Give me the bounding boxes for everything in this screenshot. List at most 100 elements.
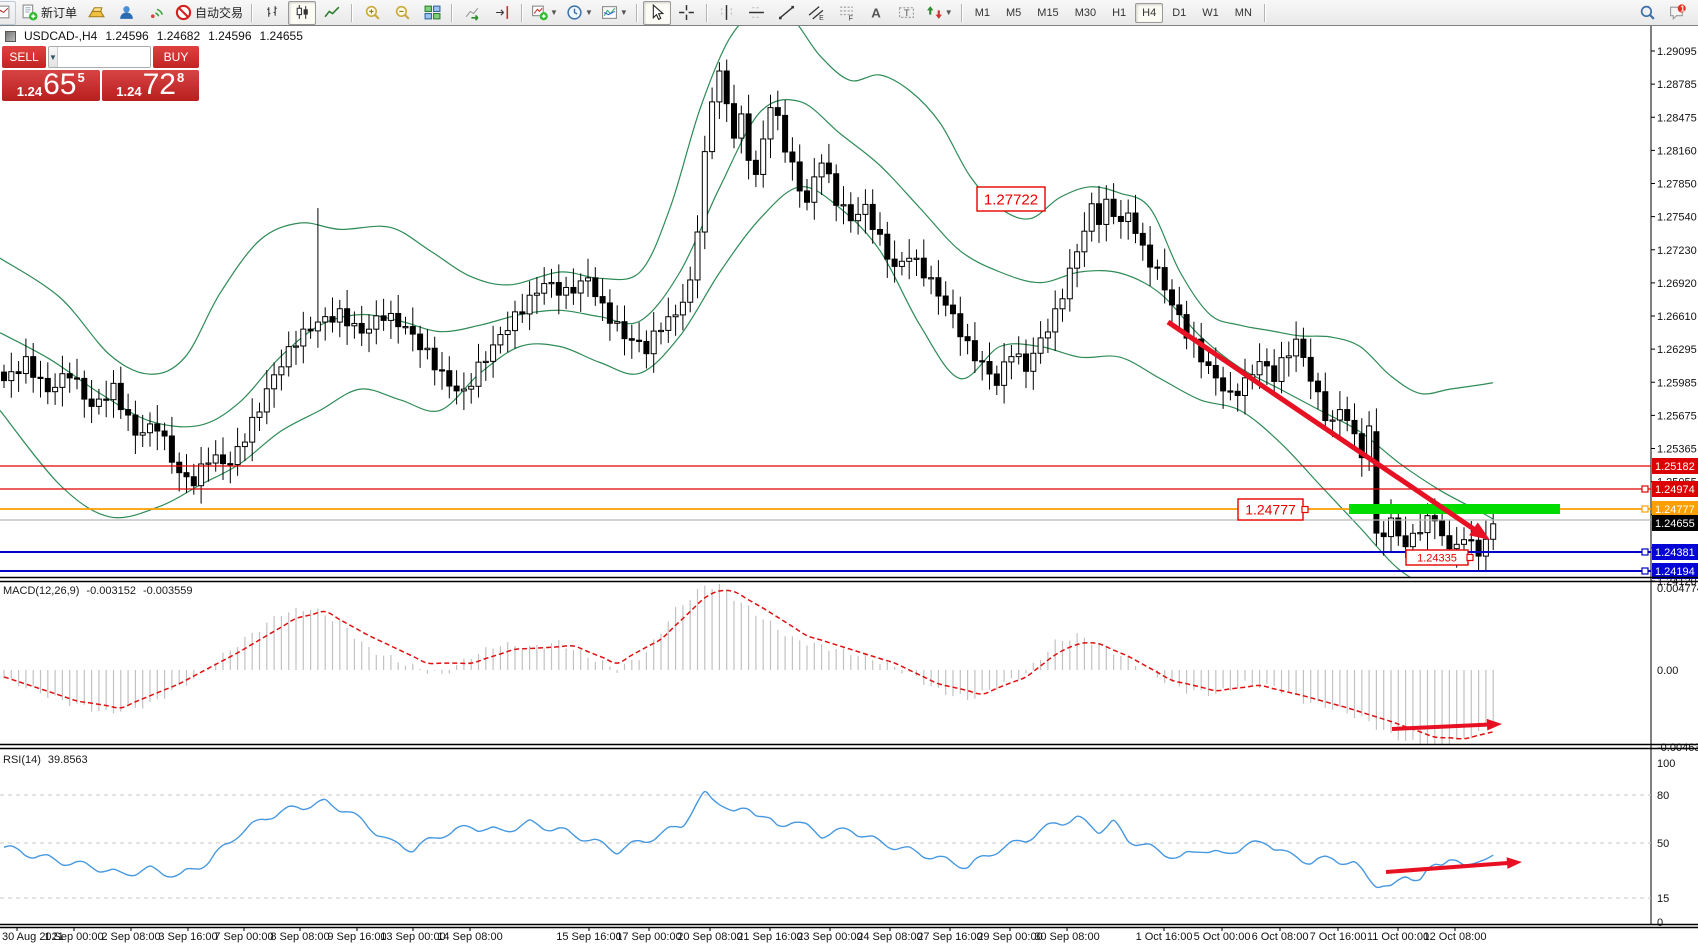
search-button[interactable]	[1633, 1, 1661, 25]
candle-body	[154, 423, 161, 432]
line-chart-button[interactable]	[318, 1, 346, 25]
candle-body	[1278, 357, 1285, 382]
svg-text:A: A	[871, 5, 881, 20]
price-tick-label: 1.28475	[1657, 112, 1697, 124]
macd-histogram	[3, 583, 1494, 744]
timeframe-w1-button[interactable]: W1	[1202, 6, 1219, 19]
tile-windows-button[interactable]	[418, 1, 446, 25]
candle-body	[336, 308, 343, 323]
candle-chart-button[interactable]	[288, 0, 317, 25]
indicators-button[interactable]: ▼	[528, 1, 561, 25]
chart-canvas[interactable]: 1.29095 1.28785 1.28475 1.28160 1.27850 1.275…	[0, 26, 1698, 946]
candle-body	[811, 176, 818, 203]
timeframe-d1-button[interactable]: D1	[1172, 6, 1187, 19]
time-axis-label: 7 Sep 00:00	[214, 931, 273, 943]
gold-ingot-button[interactable]	[82, 1, 110, 25]
support-upper-handle[interactable]	[1641, 548, 1649, 556]
candle-body	[168, 435, 175, 463]
chart-area[interactable]: 1.29095 1.28785 1.28475 1.28160 1.27850 1.275…	[0, 26, 1698, 946]
macd-direction-arrow[interactable]	[1391, 722, 1494, 731]
time-axis-label: 1 Sep 00:00	[44, 931, 103, 943]
buy-price[interactable]: 1.24 72 8	[101, 70, 199, 101]
sell-price[interactable]: 1.24 65 5	[2, 70, 100, 101]
timeframe-h4-button[interactable]: H4	[1135, 2, 1164, 23]
text-label-button[interactable]: T	[893, 1, 921, 25]
candle-body	[358, 322, 365, 334]
text-icon: A	[871, 5, 881, 20]
macd-signal-line[interactable]	[3, 589, 1494, 740]
candle-body	[774, 107, 781, 116]
signals-button[interactable]	[142, 1, 170, 25]
zoom-in-button[interactable]	[358, 1, 386, 25]
volume-down-button[interactable]: ▼	[49, 47, 58, 67]
candle-body	[920, 257, 927, 279]
community-button[interactable]	[112, 1, 140, 25]
price-annotation-box[interactable]	[976, 186, 1046, 212]
time-axis-label: 12 Oct 08:00	[1424, 931, 1487, 943]
templates-button[interactable]: ▼	[598, 1, 631, 25]
chart-shift-button[interactable]	[488, 1, 516, 25]
chart-window-button[interactable]	[0, 0, 16, 25]
timeframe-m30-button[interactable]: M30	[1074, 6, 1097, 19]
candle-body	[833, 173, 840, 206]
equidistant-channel-button[interactable]: E	[803, 1, 831, 25]
bollinger-upper-band[interactable]	[0, 26, 1494, 395]
arrows-button[interactable]: ▼	[923, 1, 956, 25]
notifications-button[interactable]: 1	[1663, 1, 1691, 25]
toolbar-separator	[960, 3, 963, 22]
rsi-line[interactable]	[3, 790, 1494, 889]
crosshair-button[interactable]	[673, 1, 701, 25]
candle-body	[300, 328, 307, 347]
candle-body	[898, 260, 905, 267]
annotation-handle[interactable]	[1301, 505, 1309, 514]
fibonacci-button[interactable]: F	[833, 1, 861, 25]
cursor-button[interactable]	[642, 0, 671, 25]
candle-body	[30, 356, 37, 378]
bar-chart-button[interactable]	[258, 1, 286, 25]
timeframe-mn-button[interactable]: MN	[1234, 6, 1252, 19]
candle-body	[103, 398, 110, 401]
timeframe-h1-button[interactable]: H1	[1112, 6, 1127, 19]
auto-scroll-button[interactable]	[458, 1, 486, 25]
candle-body	[1366, 425, 1373, 459]
support-lower-handle[interactable]	[1641, 567, 1649, 575]
candles-layer[interactable]	[1, 59, 1497, 572]
new-order-button[interactable]: 新订单	[18, 1, 80, 25]
candle-body	[1446, 535, 1453, 550]
autotrade-disabled-button[interactable]: 自动交易	[172, 1, 246, 25]
sell-button[interactable]: SELL	[2, 46, 46, 68]
candle-body	[1453, 543, 1460, 550]
resistance-lower-handle[interactable]	[1641, 485, 1649, 493]
text-button[interactable]: A	[863, 1, 891, 25]
autotrade-disabled-label: 自动交易	[195, 6, 244, 20]
horizontal-line-button[interactable]	[743, 1, 771, 25]
candle-body	[117, 382, 124, 411]
candle-body	[672, 314, 679, 318]
zoom-out-button[interactable]	[388, 1, 416, 25]
timeframe-m5-button[interactable]: M5	[1006, 6, 1022, 19]
vertical-line-button[interactable]	[713, 1, 741, 25]
candle-body	[322, 316, 329, 323]
green-zone-rectangle[interactable]	[1349, 504, 1560, 514]
candle-body	[285, 346, 292, 368]
buy-button[interactable]: BUY	[153, 46, 199, 68]
pivot-orange-handle[interactable]	[1641, 505, 1649, 513]
price-tick-label: 1.27540	[1657, 212, 1697, 224]
volume-input[interactable]	[57, 47, 150, 67]
candle-body	[439, 369, 445, 372]
candle-body	[1468, 539, 1475, 542]
candle-body	[44, 377, 51, 393]
trendline-button[interactable]	[773, 1, 801, 25]
rsi-direction-arrow[interactable]	[1385, 860, 1514, 874]
timeframe-m15-button[interactable]: M15	[1037, 6, 1059, 19]
timeframe-m1-button[interactable]: M1	[974, 6, 990, 19]
downtrend-arrow[interactable]	[1166, 319, 1482, 536]
period-button[interactable]: ▼	[563, 1, 596, 25]
candle-body	[986, 361, 993, 375]
annotation-handle[interactable]	[1466, 553, 1474, 562]
candle-body	[1125, 212, 1132, 222]
bollinger-lower-band[interactable]	[0, 186, 1493, 596]
candle-body	[541, 283, 548, 294]
sell-price-pips: 65	[43, 68, 77, 101]
price-badge	[1652, 544, 1698, 560]
